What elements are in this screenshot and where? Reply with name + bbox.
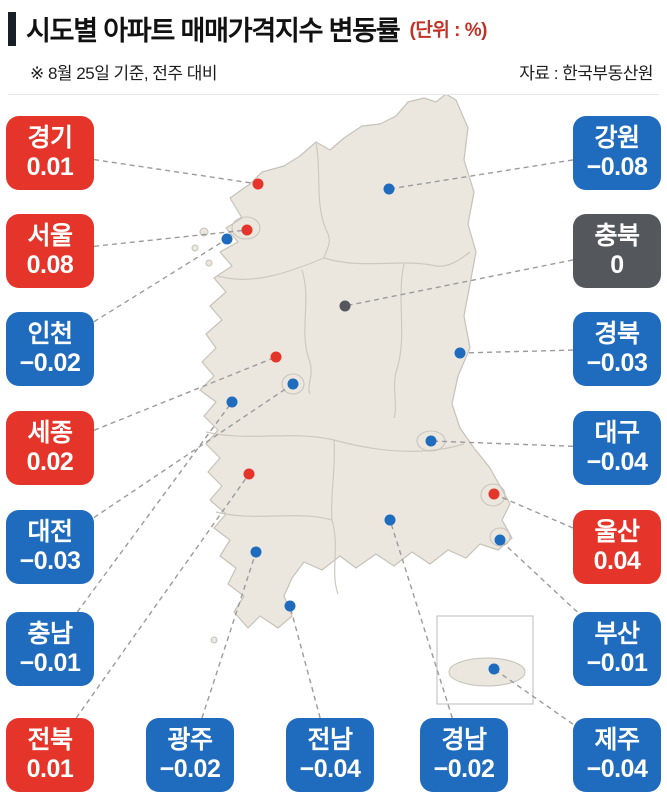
header: 시도별 아파트 매매가격지수 변동률 (단위 : %) ※ 8월 25일 기준,… — [0, 0, 667, 95]
leader-line — [289, 605, 321, 719]
title-row: 시도별 아파트 매매가격지수 변동률 (단위 : %) — [8, 9, 659, 48]
leader-line — [493, 668, 574, 725]
leader-line — [389, 519, 453, 719]
subtitle-row: ※ 8월 25일 기준, 전주 대비 자료 : 한국부동산원 — [8, 59, 659, 95]
mainland-outline — [199, 93, 513, 629]
leader-line — [459, 349, 574, 354]
region-dot — [243, 468, 255, 480]
ulsan-outline — [480, 483, 506, 507]
leader-line — [93, 383, 294, 519]
leader-line — [344, 259, 574, 307]
region-dot — [241, 224, 253, 236]
region-dot — [284, 600, 296, 612]
source-note: 자료 : 한국부동산원 — [519, 64, 653, 83]
region-dot — [454, 347, 466, 359]
region-dot — [339, 300, 351, 312]
leader-line — [93, 238, 228, 323]
region-dot — [270, 351, 282, 363]
busan-outline — [489, 527, 511, 547]
region-dot — [226, 396, 238, 408]
province-borders — [205, 141, 511, 595]
region-dot — [287, 378, 299, 390]
leader-lines — [75, 158, 578, 725]
region-dot — [250, 546, 262, 558]
region-dots — [221, 178, 506, 675]
leader-line — [93, 158, 259, 185]
region-dot — [383, 183, 395, 195]
title-accent-bar — [8, 11, 16, 46]
leader-line — [93, 356, 277, 431]
jeju-island — [448, 657, 526, 687]
jeju-inset — [436, 615, 534, 705]
leader-line — [93, 229, 248, 247]
region-dot — [488, 663, 500, 675]
leader-line — [201, 551, 257, 719]
daejeon-outline — [281, 373, 305, 395]
region-dot — [252, 178, 264, 190]
region-dot — [425, 435, 437, 447]
basis-note: ※ 8월 25일 기준, 전주 대비 — [30, 64, 218, 83]
page-title: 시도별 아파트 매매가격지수 변동률 — [26, 16, 401, 46]
region-dot — [494, 534, 506, 546]
leader-line — [388, 159, 574, 190]
region-dot — [221, 233, 233, 245]
unit-label: (단위 : %) — [409, 20, 488, 41]
region-dot — [384, 514, 396, 526]
leader-line — [76, 401, 233, 613]
seoul-outline — [231, 216, 261, 240]
leader-line — [499, 539, 578, 613]
leader-line — [430, 440, 574, 447]
region-dot — [488, 488, 500, 500]
leader-line — [75, 473, 250, 719]
